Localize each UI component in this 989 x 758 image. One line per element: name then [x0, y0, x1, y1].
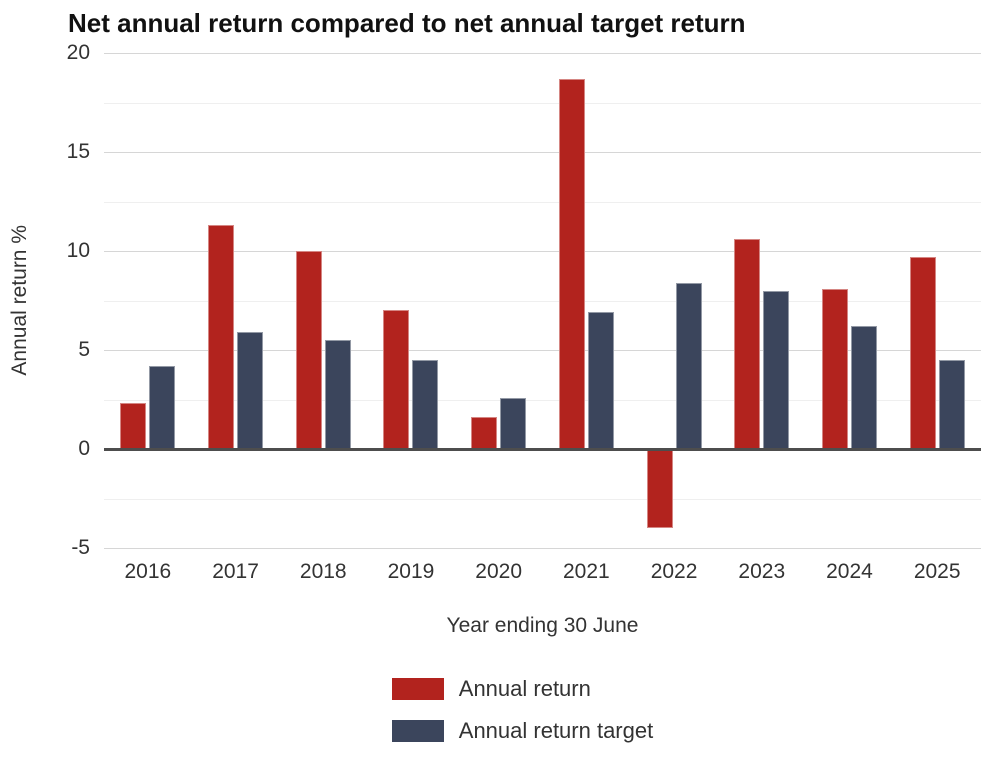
- bar-group-2023: [718, 53, 806, 548]
- bar-annual-return-2019: [383, 310, 410, 449]
- gridline-major-15: [104, 152, 981, 153]
- x-axis-title: Year ending 30 June: [446, 614, 639, 637]
- bar-annual-return-2025: [909, 256, 936, 449]
- bar-group-2024: [806, 53, 894, 548]
- legend-label: Annual return target: [458, 718, 654, 743]
- x-tick-label-2019: 2019: [387, 560, 435, 583]
- y-tick-label-20: 20: [66, 41, 90, 64]
- bar-annual-return-target-2025: [938, 359, 965, 449]
- bar-group-2019: [367, 53, 455, 548]
- x-tick-label-2017: 2017: [212, 560, 259, 583]
- gridline-minor-12.5: [104, 201, 981, 203]
- legend-swatch: [391, 678, 444, 700]
- bar-annual-return-target-2022: [675, 282, 702, 449]
- x-axis-tick-labels: 2016 2017 2018 2019 2020 2021 2022 2023 2024 2025: [104, 560, 981, 584]
- gridline-minor--2.5: [104, 498, 981, 500]
- bar-annual-return-2017: [208, 225, 235, 449]
- y-tick-label-5: 5: [78, 338, 90, 361]
- bar-annual-return-target-2024: [850, 326, 877, 449]
- bar-group-2018: [279, 53, 367, 548]
- gridline-major-20: [104, 53, 981, 54]
- gridline-minor-7.5: [104, 300, 981, 302]
- legend-item-annual-return: Annual return: [391, 676, 653, 702]
- bar-annual-return-2021: [558, 78, 585, 449]
- bar-annual-return-target-2020: [500, 397, 527, 449]
- y-tick-label--5: -5: [71, 536, 90, 559]
- chart-legend: Annual return Annual return target: [391, 676, 654, 744]
- x-tick-label-2022: 2022: [650, 560, 698, 583]
- x-tick-label-2024: 2024: [826, 560, 873, 583]
- bar-annual-return-2018: [295, 251, 322, 449]
- y-axis-title: Annual return %: [8, 225, 31, 376]
- plot-area: [104, 53, 981, 549]
- bar-annual-return-target-2021: [587, 312, 614, 449]
- chart-title: Net annual return compared to net annual…: [68, 8, 746, 38]
- y-tick-label-0: 0: [78, 437, 90, 460]
- bar-annual-return-target-2016: [149, 365, 176, 449]
- x-tick-label-2020: 2020: [475, 560, 523, 583]
- bar-group-2025: [893, 53, 981, 548]
- bar-annual-return-2020: [471, 417, 498, 449]
- bar-group-2022: [630, 53, 718, 548]
- legend-label: Annual return: [458, 676, 591, 701]
- y-tick-label-10: 10: [66, 239, 90, 262]
- bar-group-2020: [455, 53, 543, 548]
- x-tick-label-2018: 2018: [299, 560, 347, 583]
- bar-group-2021: [543, 53, 631, 548]
- bar-group-2017: [192, 53, 280, 548]
- y-tick-label-15: 15: [66, 140, 90, 163]
- zero-axis-line: [104, 448, 981, 451]
- bar-annual-return-target-2018: [324, 340, 351, 449]
- chart-body: Annual return % 20 15 10 5 0 -5: [0, 41, 989, 559]
- bar-annual-return-2024: [821, 288, 848, 449]
- y-axis-tick-labels: 20 15 10 5 0 -5: [40, 41, 104, 559]
- y-axis-title-column: Annual return %: [0, 53, 40, 548]
- gridline-minor-17.5: [104, 102, 981, 104]
- bar-annual-return-target-2017: [237, 332, 264, 449]
- bar-annual-return-target-2019: [412, 359, 439, 449]
- bar-group-2016: [104, 53, 192, 548]
- bar-annual-return-2023: [734, 239, 761, 449]
- x-tick-label-2023: 2023: [738, 560, 786, 583]
- gridline-major-5: [104, 350, 981, 351]
- gridline-major-10: [104, 251, 981, 252]
- x-tick-label-2021: 2021: [563, 560, 610, 583]
- legend-item-annual-return-target: Annual return target: [391, 718, 654, 744]
- x-tick-label-2025: 2025: [913, 560, 961, 583]
- legend-swatch: [391, 720, 444, 742]
- bar-annual-return-2022: [646, 449, 673, 529]
- x-tick-label-2016: 2016: [124, 560, 172, 583]
- bar-annual-return-target-2023: [763, 290, 790, 449]
- gridline-major--5: [104, 548, 981, 549]
- bar-annual-return-2016: [120, 403, 147, 449]
- gridline-minor-2.5: [104, 399, 981, 401]
